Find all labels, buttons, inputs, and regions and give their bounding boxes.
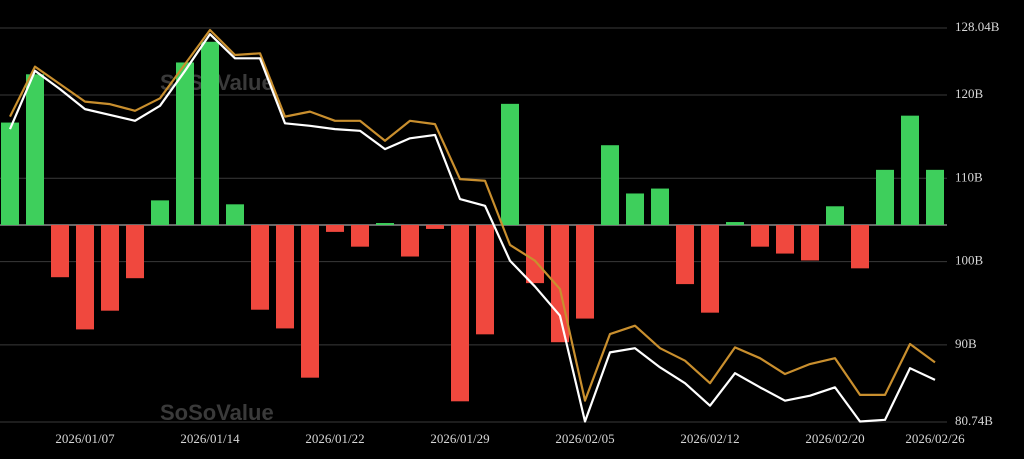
bar <box>226 204 244 225</box>
x-tick-label: 2026/02/20 <box>805 431 864 446</box>
bar <box>451 225 469 402</box>
x-tick-label: 2026/02/26 <box>905 431 965 446</box>
y-tick-label: 110B <box>955 169 983 184</box>
bar <box>726 222 744 225</box>
bar <box>251 225 269 310</box>
bar <box>51 225 69 278</box>
bar <box>301 225 319 378</box>
bar <box>926 169 944 225</box>
line <box>9 28 936 402</box>
bar <box>76 225 94 330</box>
bar <box>501 103 519 225</box>
bar <box>851 225 869 269</box>
bar <box>676 225 694 285</box>
bar <box>426 225 444 229</box>
bar <box>526 225 544 284</box>
bar <box>551 225 569 343</box>
y-tick-label: 90B <box>955 336 977 351</box>
bar <box>401 225 419 257</box>
bar <box>276 225 294 329</box>
bar <box>751 225 769 247</box>
bar <box>651 188 669 225</box>
bar <box>126 225 144 279</box>
y-tick-label: 80.74B <box>955 413 993 428</box>
watermark: SoSoValue <box>160 400 274 425</box>
y-tick-label: 100B <box>955 253 984 268</box>
line <box>8 33 936 423</box>
bar <box>901 115 919 225</box>
bar <box>176 62 194 225</box>
bar <box>701 225 719 313</box>
bar <box>376 223 394 225</box>
x-tick-label: 2026/01/07 <box>55 431 115 446</box>
bar <box>26 74 44 225</box>
bar <box>151 200 169 225</box>
bar <box>101 225 119 311</box>
x-tick-label: 2026/01/14 <box>180 431 240 446</box>
bar <box>801 225 819 261</box>
x-tick-label: 2026/02/05 <box>555 431 614 446</box>
bar <box>201 41 219 225</box>
x-tick-label: 2026/02/12 <box>680 431 739 446</box>
bar <box>601 145 619 225</box>
bar <box>476 225 494 335</box>
bar <box>776 225 794 254</box>
x-tick-label: 2026/01/22 <box>305 431 364 446</box>
y-tick-label: 120B <box>955 86 984 101</box>
bar <box>576 225 594 319</box>
bar <box>351 225 369 247</box>
bar <box>326 225 344 232</box>
bar <box>876 169 894 225</box>
bar <box>826 206 844 225</box>
bar <box>626 193 644 225</box>
y-tick-label: 128.04B <box>955 19 1000 34</box>
bar <box>1 122 19 225</box>
x-tick-label: 2026/01/29 <box>430 431 489 446</box>
